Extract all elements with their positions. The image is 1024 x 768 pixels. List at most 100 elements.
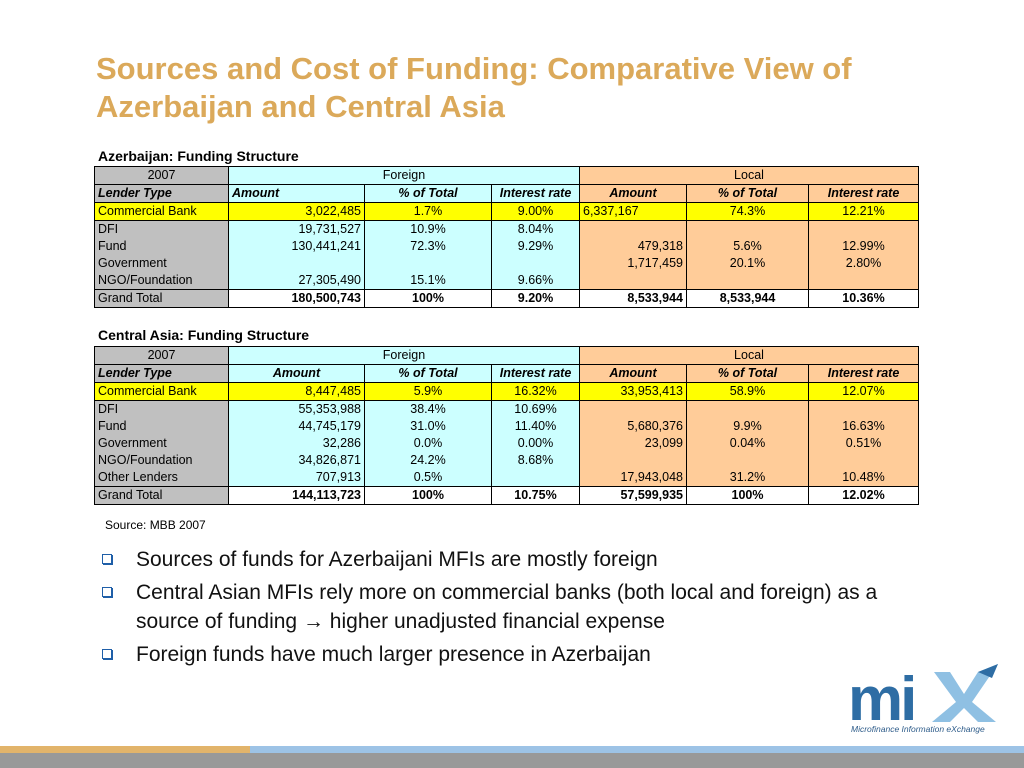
- azerbaijan-funding-table: 2007 Foreign Local Lender Type Amount% of To…: [94, 166, 919, 308]
- total-value-cell: 8,533,944: [686, 289, 809, 308]
- local-header: Local: [579, 346, 919, 365]
- table-row: Other Lenders 707,913 0.5% 17,943,048 31.2% 1…: [94, 469, 919, 487]
- value-cell: [808, 272, 919, 290]
- value-cell: [579, 452, 687, 469]
- table-row: NGO/Foundation 34,826,871 24.2% 8.68%: [94, 452, 919, 469]
- value-cell: 1,717,459: [579, 255, 687, 272]
- value-cell: 0.5%: [364, 469, 492, 487]
- value-cell: 479,318: [579, 238, 687, 255]
- value-cell: [686, 220, 809, 238]
- column-header: % of Total: [686, 364, 809, 383]
- value-cell: 44,745,179: [228, 418, 365, 435]
- table-row: NGO/Foundation 27,305,490 15.1% 9.66%: [94, 272, 919, 290]
- footer-bar-blue: [250, 746, 1024, 753]
- total-value-cell: 180,500,743: [228, 289, 365, 308]
- table-row: DFI 19,731,527 10.9% 8.04%: [94, 220, 919, 238]
- value-cell: 6,337,167: [579, 202, 687, 221]
- table-row: Government 32,286 0.0% 0.00% 23,099 0.04% 0.51…: [94, 435, 919, 452]
- column-header: Interest rate: [808, 184, 919, 203]
- lender-type-cell: Government: [94, 435, 229, 452]
- value-cell: 0.04%: [686, 435, 809, 452]
- value-cell: 9.29%: [491, 238, 580, 255]
- value-cell: 38.4%: [364, 400, 492, 418]
- year-header: 2007: [94, 166, 229, 185]
- value-cell: [364, 255, 492, 272]
- value-cell: 10.48%: [808, 469, 919, 487]
- grand-total-label: Grand Total: [94, 289, 229, 308]
- lender-type-cell: Fund: [94, 418, 229, 435]
- column-header: Interest rate: [491, 184, 580, 203]
- total-value-cell: 9.20%: [491, 289, 580, 308]
- value-cell: 9.66%: [491, 272, 580, 290]
- table-row: Commercial Bank 3,022,485 1.7% 9.00% 6,337,1…: [94, 202, 919, 221]
- value-cell: 0.0%: [364, 435, 492, 452]
- value-cell: 12.21%: [808, 202, 919, 221]
- value-cell: [228, 255, 365, 272]
- bullet-text: Foreign funds have much larger presence …: [136, 643, 651, 666]
- bullet-text: Sources of funds for Azerbaijani MFIs ar…: [136, 548, 658, 571]
- value-cell: [808, 452, 919, 469]
- lender-type-cell: DFI: [94, 220, 229, 238]
- lender-type-cell: NGO/Foundation: [94, 272, 229, 290]
- value-cell: 1.7%: [364, 202, 492, 221]
- bullet-item: Central Asian MFIs rely more on commerci…: [102, 578, 902, 636]
- column-header: % of Total: [364, 184, 492, 203]
- bullet-text: Central Asian MFIs rely more on commerci…: [136, 581, 878, 633]
- value-cell: 707,913: [228, 469, 365, 487]
- value-cell: [686, 272, 809, 290]
- square-bullet-icon: [102, 587, 112, 597]
- foreign-header: Foreign: [228, 346, 580, 365]
- lender-type-cell: DFI: [94, 400, 229, 418]
- lender-type-cell: Fund: [94, 238, 229, 255]
- value-cell: 0.51%: [808, 435, 919, 452]
- square-bullet-icon: [102, 649, 112, 659]
- total-value-cell: 10.36%: [808, 289, 919, 308]
- value-cell: 5.6%: [686, 238, 809, 255]
- total-value-cell: 100%: [364, 289, 492, 308]
- value-cell: [686, 400, 809, 418]
- table-row: Fund 44,745,179 31.0% 11.40% 5,680,376 9.9% 16…: [94, 418, 919, 435]
- column-header: Interest rate: [808, 364, 919, 383]
- page-title: Sources and Cost of Funding: Comparative…: [96, 51, 852, 124]
- header-row: 2007 Foreign Local: [94, 166, 919, 185]
- total-value-cell: 144,113,723: [228, 486, 365, 505]
- total-value-cell: 100%: [686, 486, 809, 505]
- column-header: % of Total: [364, 364, 492, 383]
- value-cell: 5.9%: [364, 382, 492, 401]
- central-asia-funding-table: 2007 Foreign Local Lender Type Amount% of To…: [94, 346, 919, 505]
- value-cell: 34,826,871: [228, 452, 365, 469]
- value-cell: [686, 452, 809, 469]
- value-cell: 16.32%: [491, 382, 580, 401]
- header-row: 2007 Foreign Local: [94, 346, 919, 365]
- value-cell: [808, 400, 919, 418]
- lender-type-cell: Commercial Bank: [94, 202, 229, 221]
- logo-subtitle: Microfinance Information eXchange: [851, 724, 985, 734]
- local-header: Local: [579, 166, 919, 185]
- right-arrow-icon: →: [302, 610, 324, 633]
- value-cell: 24.2%: [364, 452, 492, 469]
- value-cell: 23,099: [579, 435, 687, 452]
- table-row: Fund 130,441,241 72.3% 9.29% 479,318 5.6% 12.9…: [94, 238, 919, 255]
- lender-type-cell: NGO/Foundation: [94, 452, 229, 469]
- value-cell: [579, 400, 687, 418]
- value-cell: 8.04%: [491, 220, 580, 238]
- table-row: DFI 55,353,988 38.4% 10.69%: [94, 400, 919, 418]
- footer-bar-orange: [0, 746, 250, 753]
- column-header: Lender Type: [94, 364, 229, 383]
- value-cell: 16.63%: [808, 418, 919, 435]
- value-cell: 9.00%: [491, 202, 580, 221]
- value-cell: 3,022,485: [228, 202, 365, 221]
- value-cell: 31.0%: [364, 418, 492, 435]
- value-cell: [579, 272, 687, 290]
- bullet-list: Sources of funds for Azerbaijani MFIs ar…: [102, 545, 902, 673]
- column-header: Amount: [228, 184, 365, 203]
- value-cell: 15.1%: [364, 272, 492, 290]
- value-cell: 17,943,048: [579, 469, 687, 487]
- value-cell: 27,305,490: [228, 272, 365, 290]
- total-value-cell: 10.75%: [491, 486, 580, 505]
- column-header: Interest rate: [491, 364, 580, 383]
- square-bullet-icon: [102, 554, 112, 564]
- mix-logo: mi: [848, 664, 998, 734]
- value-cell: [808, 220, 919, 238]
- value-cell: 55,353,988: [228, 400, 365, 418]
